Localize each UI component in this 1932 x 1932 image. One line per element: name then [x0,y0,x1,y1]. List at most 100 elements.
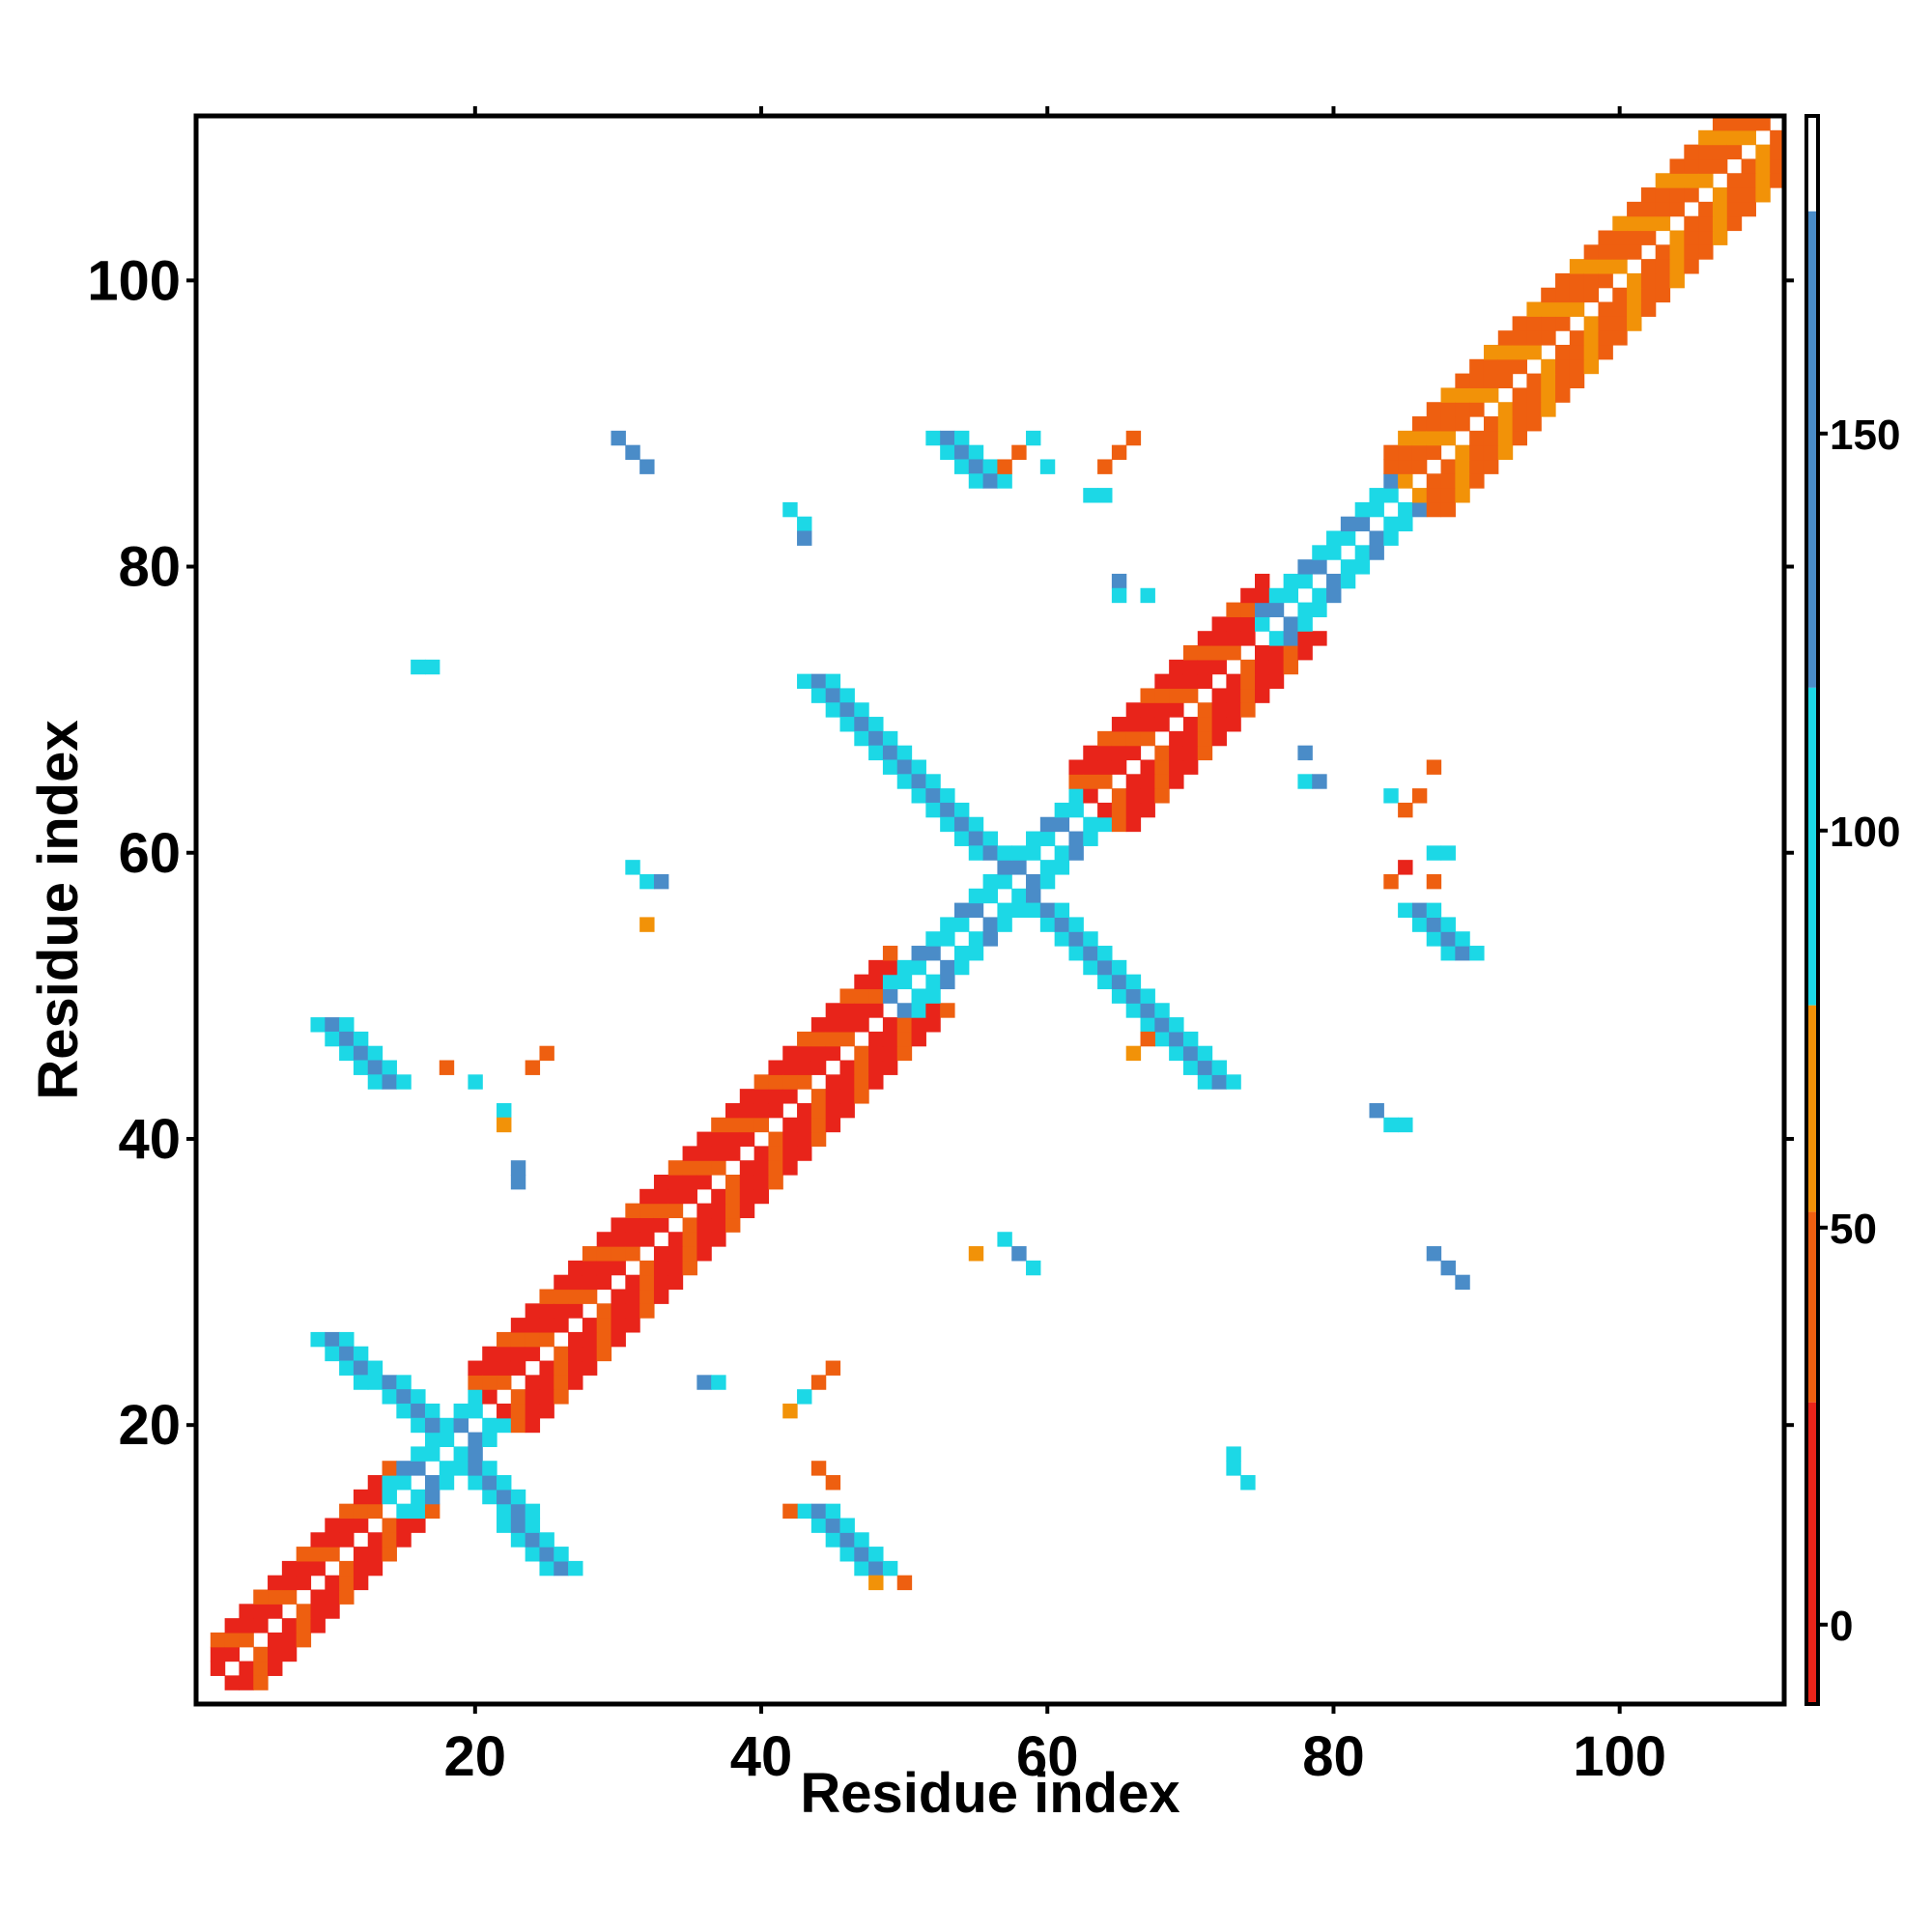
heatmap-cell [854,1532,869,1548]
heatmap-cell [868,1045,884,1062]
heatmap-cell [639,1203,655,1219]
heatmap-cell [510,1417,526,1434]
heatmap-cell [554,1547,569,1562]
heatmap-cell [1111,717,1127,732]
heatmap-cell [539,1375,554,1390]
heatmap-cell [382,1532,397,1548]
heatmap-cell [653,1188,669,1205]
heatmap-cell [310,1532,326,1548]
heatmap-cell [882,1045,898,1062]
heatmap-cell [568,1346,583,1362]
heatmap-cell [1125,816,1142,833]
heatmap-cell [953,430,970,446]
heatmap-cell [868,1575,884,1591]
heatmap-cell [382,1547,397,1562]
heatmap-cell [1140,788,1155,804]
heatmap-cell [1011,1246,1027,1262]
heatmap-cell [325,1017,340,1033]
heatmap-cell [1125,1003,1142,1018]
heatmap-cell [854,1017,869,1033]
heatmap-cell [1354,559,1371,575]
heatmap-cell [1440,931,1456,947]
heatmap-cell [825,1475,841,1491]
heatmap-cell [854,1547,869,1562]
heatmap-cell [839,1060,855,1075]
heatmap-cell [1255,673,1270,690]
heatmap-cell [1583,330,1600,346]
heatmap-cell [653,1260,669,1276]
heatmap-cell [1426,931,1442,947]
heatmap-cell [1398,802,1413,818]
heatmap-cell [310,1618,326,1634]
heatmap-cell [953,831,970,846]
heatmap-cell [882,730,898,747]
heatmap-cell [367,1532,384,1548]
heatmap-cell [1011,860,1027,875]
heatmap-cell [940,974,955,990]
heatmap-cell [411,1417,426,1434]
heatmap-cell [1068,931,1084,947]
heatmap-cell [711,1146,726,1161]
heatmap-cell [925,946,941,961]
heatmap-cell [797,1503,812,1520]
heatmap-cell [1182,673,1199,690]
heatmap-cell [224,1618,241,1634]
heatmap-cell [1140,802,1155,818]
heatmap-cell [310,1604,326,1619]
heatmap-cell [1297,559,1313,575]
heatmap-cell [625,1203,640,1219]
heatmap-cell [1140,730,1155,747]
heatmap-cell [1154,702,1170,718]
heatmap-cell [611,1331,626,1348]
heatmap-cell [868,717,884,732]
heatmap-cell [1512,416,1527,432]
heatmap-cell [1398,459,1413,474]
heatmap-cell [468,1389,483,1405]
heatmap-cell [1440,430,1456,446]
heatmap-cell [1197,659,1213,675]
heatmap-cell [1054,931,1070,947]
heatmap-cell [1398,902,1413,918]
heatmap-cell [625,1303,640,1319]
heatmap-cell [1240,602,1256,617]
heatmap-cell [582,1260,598,1276]
heatmap-cell [1426,902,1442,918]
heatmap-cell [439,1461,455,1476]
heatmap-cell [782,1503,798,1520]
heatmap-cell [1169,759,1184,775]
heatmap-cell [1125,988,1142,1004]
heatmap-cell [1097,959,1113,976]
heatmap-cell [1455,931,1470,947]
heatmap-cell [510,1318,526,1333]
x-tick-label: 60 [1016,1725,1079,1788]
heatmap-cell [239,1661,254,1676]
heatmap-cell [367,1074,384,1090]
heatmap-cell [1555,387,1571,403]
heatmap-cell [1712,230,1728,245]
heatmap-cell [382,1074,397,1090]
heatmap-cell [1383,530,1399,546]
heatmap-cell [911,946,926,961]
heatmap-cell [1770,129,1785,146]
heatmap-cell [1111,988,1127,1004]
heatmap-cell [1255,688,1270,703]
heatmap-cell [1440,459,1456,474]
heatmap-cell [281,1575,298,1591]
heatmap-cell [253,1618,269,1634]
heatmap-cell [1440,387,1456,403]
heatmap-cell [625,1232,640,1247]
heatmap-cell [1054,917,1070,932]
heatmap-cell [1555,373,1571,388]
heatmap-cell [1398,473,1413,489]
y-axis-title: Residue index [27,720,90,1099]
heatmap-cell [596,1318,612,1333]
heatmap-cell [1469,402,1485,417]
heatmap-cell [339,1045,355,1062]
heatmap-cell [810,1461,827,1476]
heatmap-cell [810,1117,827,1133]
heatmap-cell [1054,802,1070,818]
heatmap-cell [1669,272,1685,289]
heatmap-cell [825,1117,841,1133]
heatmap-cell [639,459,655,474]
heatmap-cell [310,1331,326,1348]
